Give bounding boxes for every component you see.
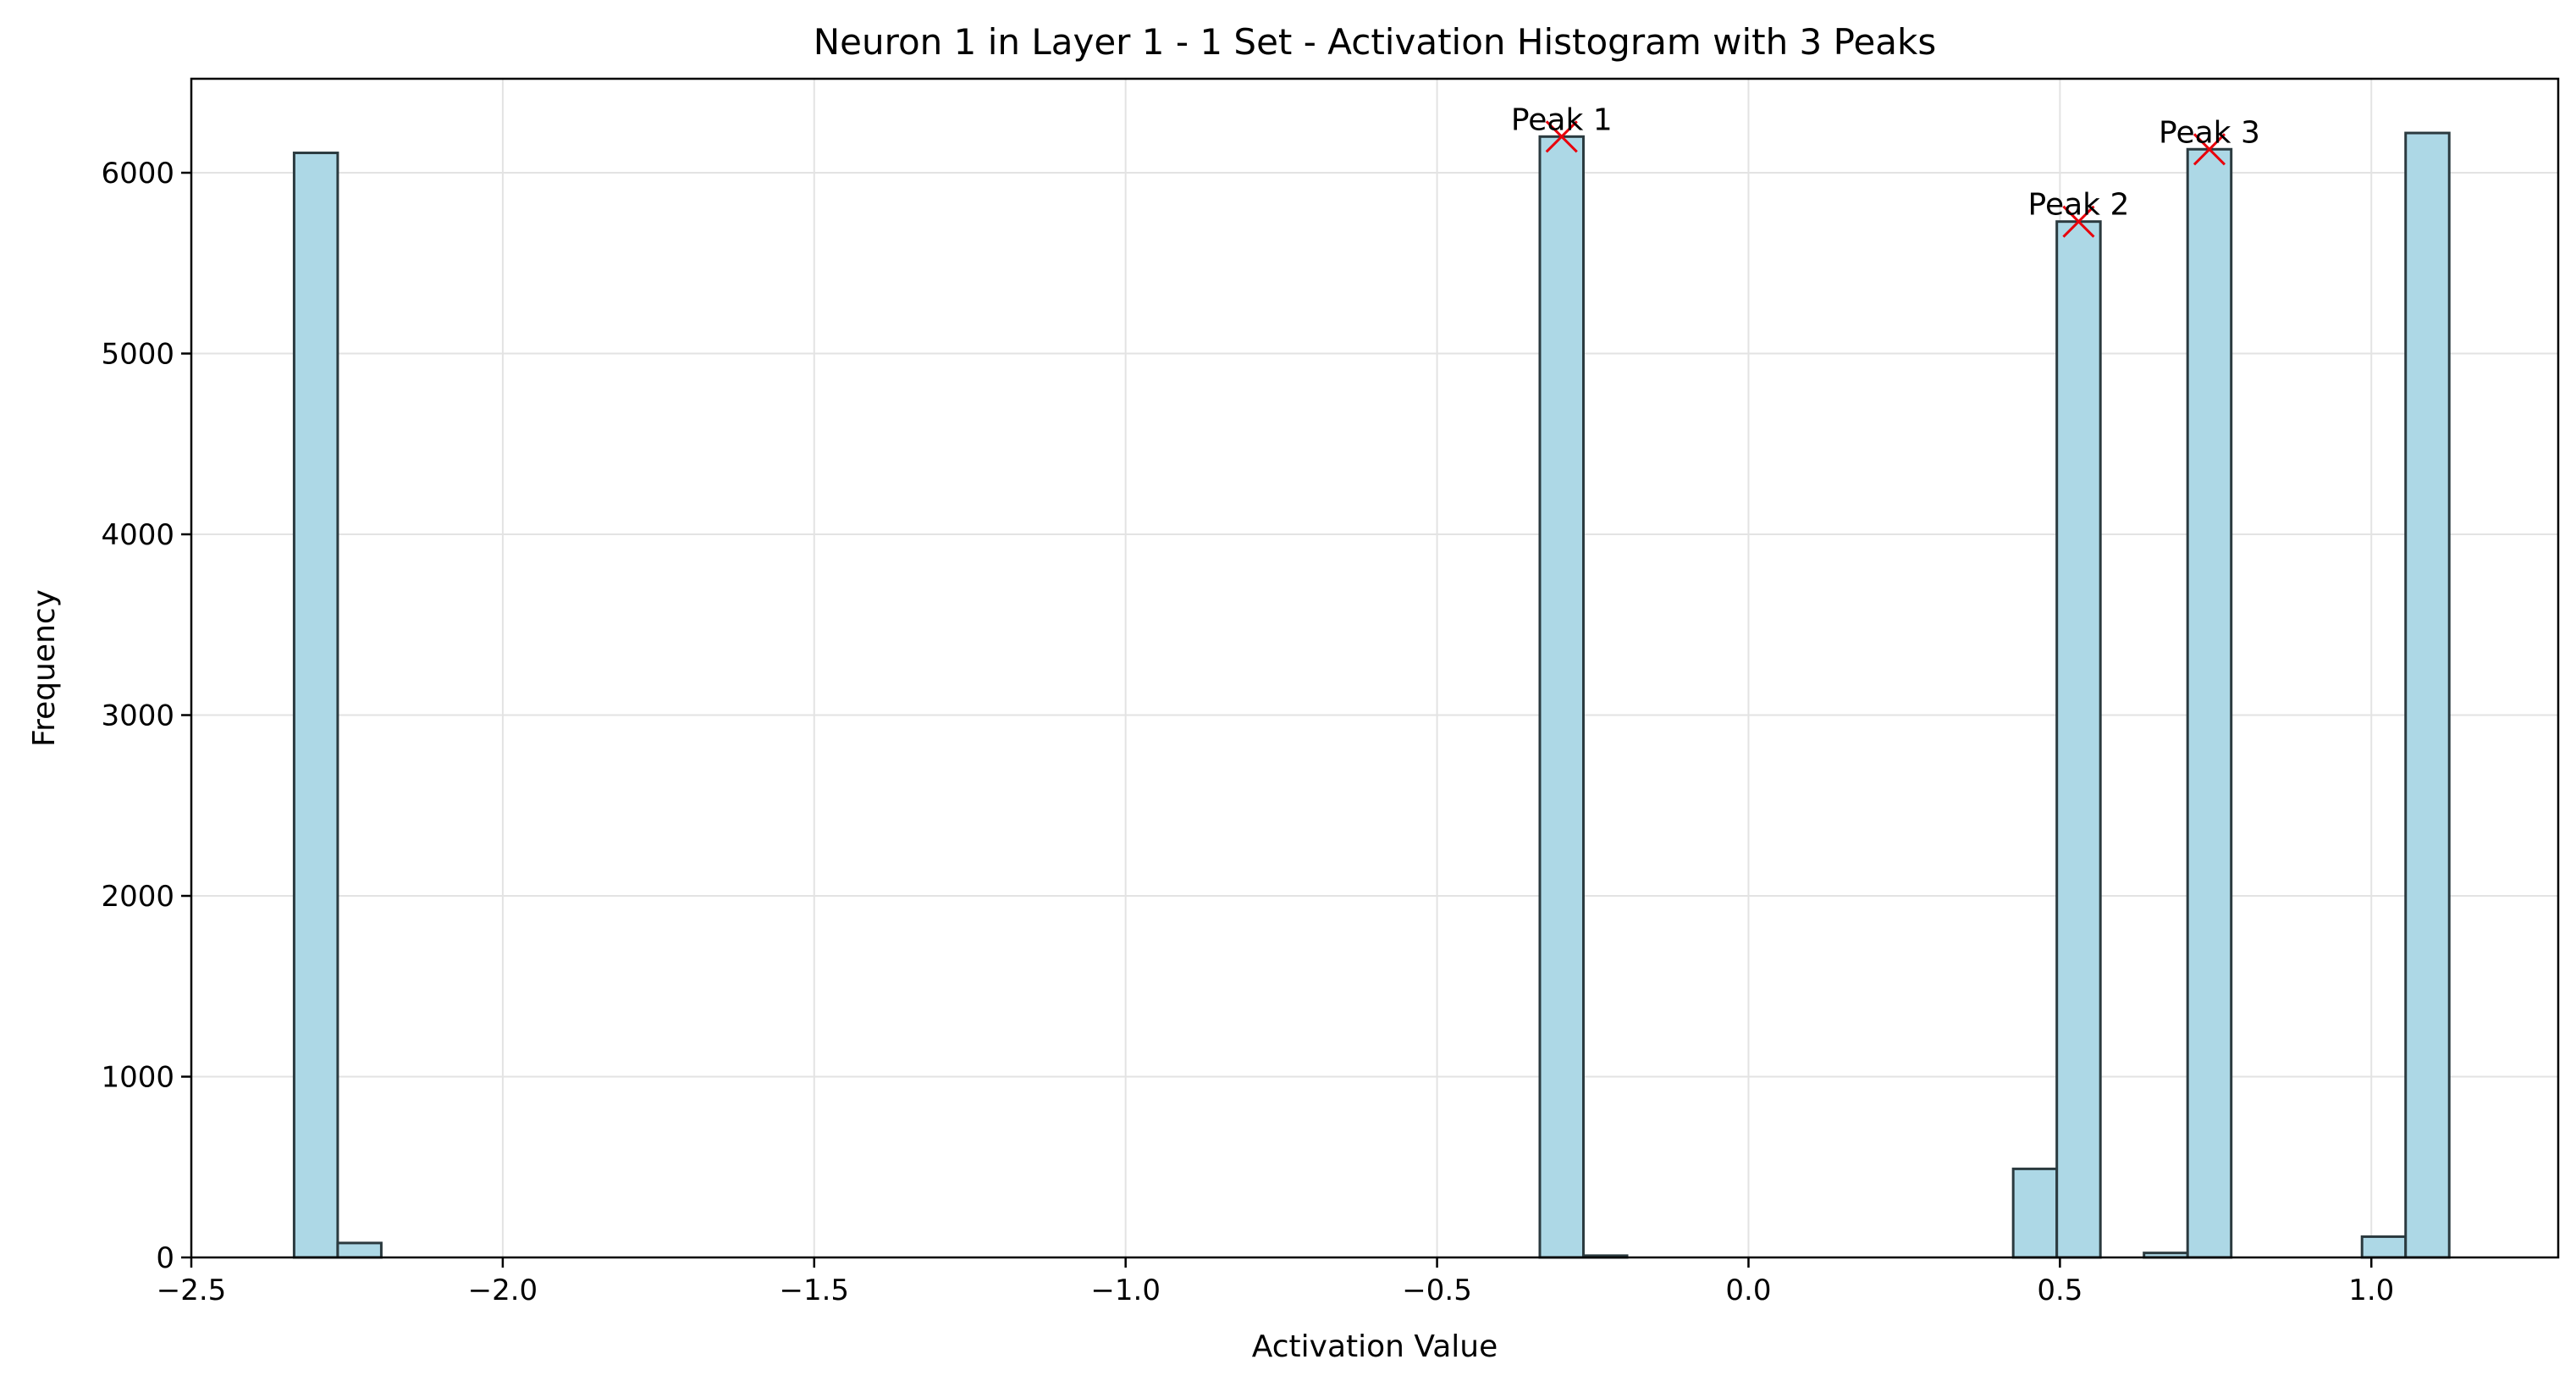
peak-marker-2 <box>2062 205 2095 238</box>
histogram-bar-5 <box>2055 220 2102 1259</box>
histogram-bar-4 <box>2011 1167 2059 1259</box>
y-tick-label-6: 6000 <box>101 157 174 191</box>
x-tick-label-7: 1.0 <box>2348 1274 2394 1307</box>
y-axis-label: Frequency <box>27 589 62 747</box>
peak-label-2: Peak 2 <box>2028 188 2130 223</box>
histogram-bar-1 <box>336 1241 383 1259</box>
x-axis-label: Activation Value <box>1252 1329 1498 1364</box>
y-tick-label-3: 3000 <box>101 699 174 733</box>
y-tick-label-0: 0 <box>156 1241 174 1275</box>
x-tick-label-4: −0.5 <box>1402 1274 1472 1307</box>
peak-label-1: Peak 1 <box>1511 102 1613 137</box>
bars <box>292 131 2451 1259</box>
x-tick-label-0: −2.5 <box>157 1274 227 1307</box>
x-tick-label-3: −1.0 <box>1090 1274 1161 1307</box>
peak-label-3: Peak 3 <box>2159 115 2260 150</box>
peak-markers: Peak 1 Peak 2 Peak 3 <box>1511 102 2260 238</box>
x-axis-ticks: −2.5 −2.0 −1.5 −1.0 −0.5 0.0 0.5 1.0 <box>157 1257 2394 1307</box>
y-tick-label-5: 5000 <box>101 338 174 372</box>
histogram-bar-0 <box>292 152 339 1259</box>
chart-title: Neuron 1 in Layer 1 - 1 Set - Activation… <box>814 21 1937 63</box>
histogram-bar-7 <box>2186 147 2233 1259</box>
y-tick-label-4: 4000 <box>101 518 174 552</box>
y-axis-ticks: 0 1000 2000 3000 4000 5000 6000 <box>101 157 191 1275</box>
peak-marker-1 <box>1545 120 1578 153</box>
y-tick-label-1: 1000 <box>101 1061 174 1095</box>
histogram-bar-8 <box>2360 1235 2408 1259</box>
x-tick-label-1: −2.0 <box>468 1274 538 1307</box>
y-tick-label-2: 2000 <box>101 880 174 914</box>
x-tick-label-6: 0.5 <box>2037 1274 2082 1307</box>
peak-marker-3 <box>2193 133 2226 166</box>
histogram-bar-9 <box>2404 131 2451 1259</box>
plot-area-frame <box>190 77 2560 1259</box>
x-tick-label-2: −1.5 <box>780 1274 850 1307</box>
x-tick-label-5: 0.0 <box>1725 1274 1771 1307</box>
histogram-bar-2 <box>1538 135 1585 1259</box>
